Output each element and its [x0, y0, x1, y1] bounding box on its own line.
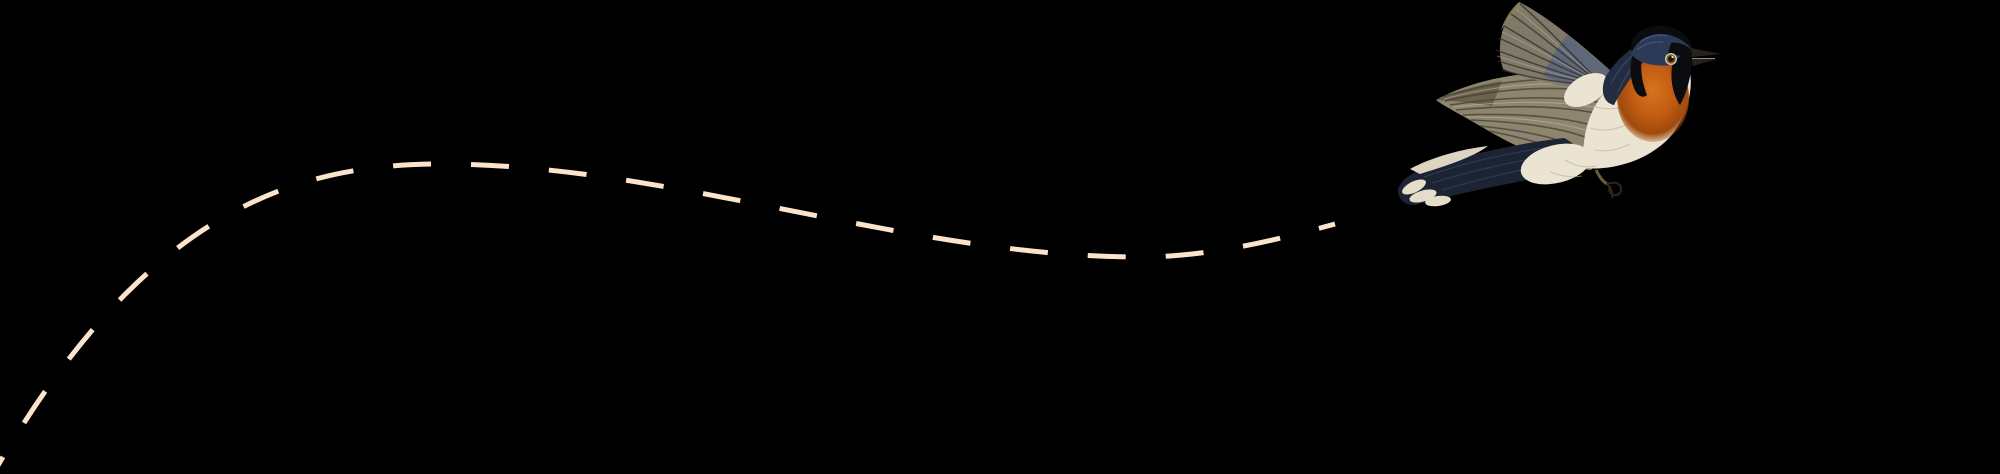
bird-beak [1691, 48, 1721, 66]
bird-beak-lower [1692, 59, 1717, 66]
bird-beak-upper [1691, 48, 1721, 57]
bird-lore [1668, 42, 1693, 56]
bird-leg-claw [1594, 169, 1623, 199]
bird-malar [1671, 52, 1693, 105]
bird-shoulder-patch [1564, 72, 1608, 108]
swallow-illustration [1397, 2, 1721, 207]
bird-head-sheen [1636, 34, 1668, 51]
bird-claw-front-toe [1606, 183, 1614, 199]
swallow-bird [1397, 2, 1721, 207]
bird-cap [1630, 25, 1693, 52]
bird-head [1630, 25, 1693, 105]
bird-eye [1665, 53, 1677, 65]
bird-tail-white-tips [1402, 179, 1451, 207]
bird-leg [1594, 169, 1608, 186]
flight-path-dashed-line [0, 161, 1336, 468]
bird-tail-covert-band [1410, 146, 1488, 174]
bird-vent-patch [1520, 143, 1592, 185]
bird-eye-glint [1671, 55, 1674, 59]
bird-claw-curl [1606, 181, 1623, 197]
bird-raised-wing [1495, 2, 1615, 89]
bird-raised-wing-khaki-tip [1501, 2, 1523, 30]
